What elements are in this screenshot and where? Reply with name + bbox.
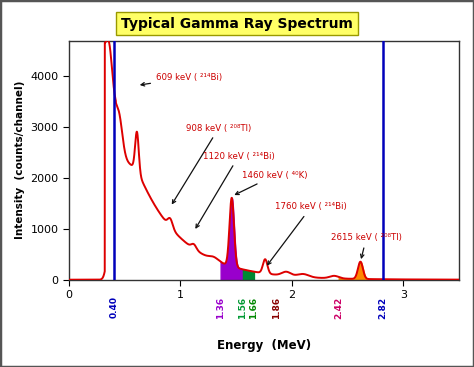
Y-axis label: Intensity  (counts/channel): Intensity (counts/channel) [15,81,25,239]
Text: 0.40: 0.40 [109,297,118,319]
X-axis label: Energy  (MeV): Energy (MeV) [217,339,311,352]
Text: 1.86: 1.86 [272,297,281,319]
Text: 609 keV ( ²¹⁴Bi): 609 keV ( ²¹⁴Bi) [141,73,222,86]
Text: 1.36: 1.36 [216,297,225,319]
Text: 2.42: 2.42 [334,297,343,319]
Text: 2.82: 2.82 [379,297,388,319]
Text: Typical Gamma Ray Spectrum: Typical Gamma Ray Spectrum [121,17,353,30]
Text: 1460 keV ( ⁴⁰K): 1460 keV ( ⁴⁰K) [236,171,307,195]
Text: 1760 keV ( ²¹⁴Bi): 1760 keV ( ²¹⁴Bi) [268,203,347,265]
Text: 1120 keV ( ²¹⁴Bi): 1120 keV ( ²¹⁴Bi) [196,152,274,228]
Text: 908 keV ( ²⁰⁸Tl): 908 keV ( ²⁰⁸Tl) [173,124,251,203]
Text: 1.56: 1.56 [238,297,247,319]
Text: 1.66: 1.66 [249,297,258,319]
Text: 2615 keV ( ²⁰⁸Tl): 2615 keV ( ²⁰⁸Tl) [331,233,402,258]
